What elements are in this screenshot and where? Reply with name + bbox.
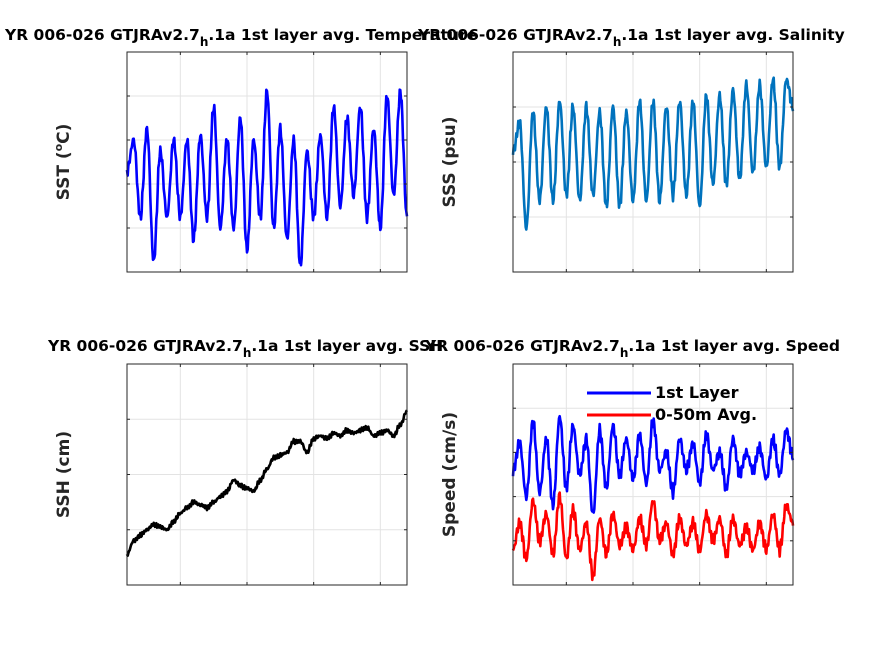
chart-title: YR 006-026 GTJRAv2.7h.1a 1st layer avg. … [4, 26, 477, 49]
plot-area [513, 364, 793, 585]
y-axis-label: SST (oC) [52, 124, 74, 201]
sst-panel: SST (oC) YR 006-026 GTJRAv2.7h.1a 1st lay… [4, 26, 477, 273]
y-axis-label: SSS (psu) [440, 116, 460, 207]
chart-title: YR 006-026 GTJRAv2.7h.1a 1st layer avg. … [417, 26, 845, 49]
axes-frame [126, 51, 408, 273]
series-line-main [511, 76, 795, 231]
chart-title: YR 006-026 GTJRAv2.7h.1a 1st layer avg. … [47, 337, 443, 360]
ssh-panel: SSH (cm) YR 006-026 GTJRAv2.7h.1a 1st lay… [47, 337, 443, 586]
chart-title: YR 006-026 GTJRAv2.7h.1a 1st layer avg. … [424, 337, 840, 360]
series-line-0-50m-avg- [511, 491, 795, 582]
axes-frame [512, 363, 794, 586]
y-axis-label: SSH (cm) [54, 431, 74, 518]
legend-entry: 1st Layer [655, 383, 739, 402]
plot-area [127, 52, 407, 272]
series-line-main [125, 409, 409, 557]
speed-panel: Speed (cm/s) YR 006-026 GTJRAv2.7h.1a 1st… [424, 337, 840, 586]
legend: 1st Layer 0-50m Avg. [587, 383, 757, 424]
series-line-main [125, 88, 409, 267]
series-line-1st-layer [511, 414, 795, 514]
legend-entry: 0-50m Avg. [655, 405, 757, 424]
sss-panel: SSS (psu) YR 006-026 GTJRAv2.7h.1a 1st la… [417, 26, 845, 273]
y-axis-label: Speed (cm/s) [440, 412, 460, 537]
